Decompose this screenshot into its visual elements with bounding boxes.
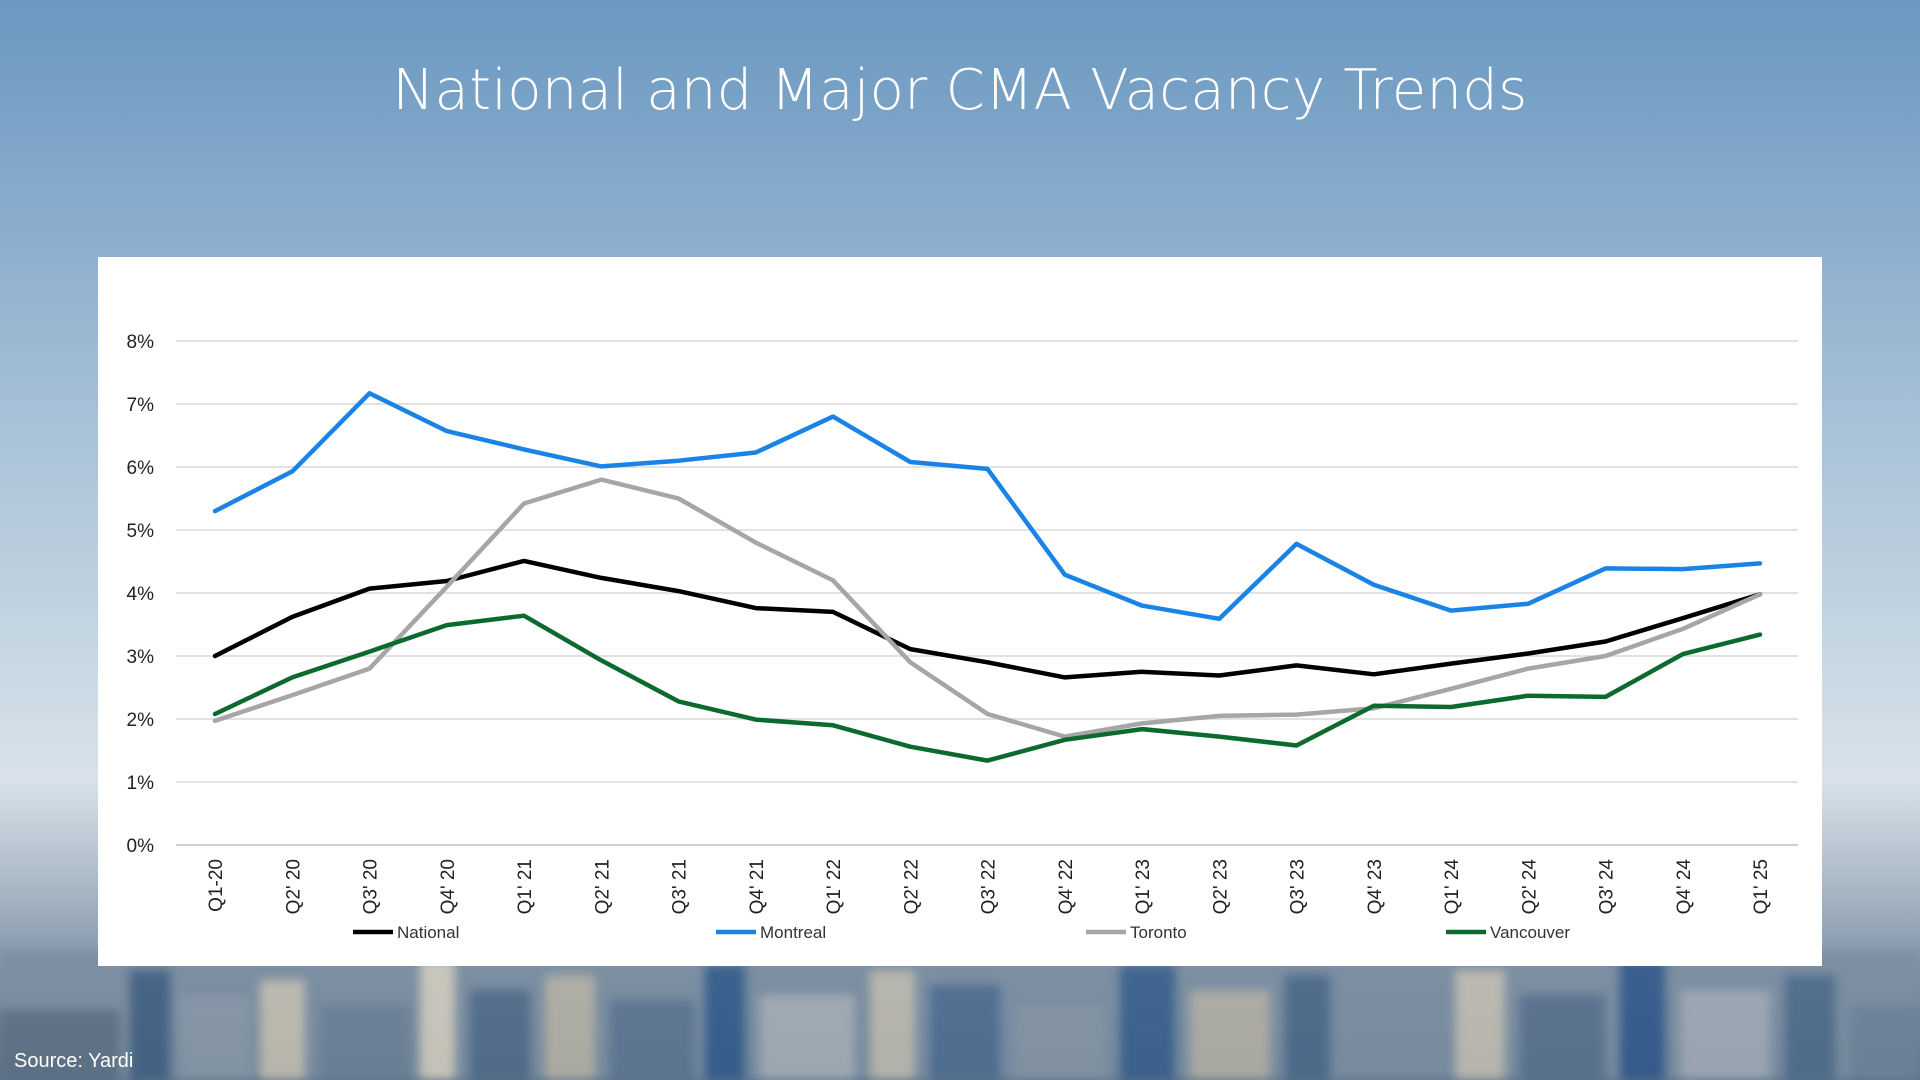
x-tick-label: Q2' 24	[1519, 859, 1540, 915]
x-tick-label: Q2' 21	[592, 859, 613, 914]
y-tick-label: 4%	[127, 584, 155, 605]
source-note: Source: Yardi	[14, 1050, 134, 1072]
x-tick-label: Q3' 20	[361, 859, 382, 914]
y-tick-label: 7%	[127, 395, 155, 416]
x-tick-label: Q3' 22	[979, 859, 1000, 914]
x-tick-label: Q1-20	[206, 859, 227, 912]
x-tick-label: Q2' 22	[901, 859, 922, 914]
series-line-montreal	[212, 391, 1763, 622]
x-tick-label: Q2' 20	[283, 859, 304, 914]
legend-label-montreal: Montreal	[760, 923, 826, 942]
x-tick-label: Q1' 25	[1751, 859, 1772, 914]
x-tick-label: Q4' 24	[1674, 859, 1695, 915]
x-tick-label: Q3' 23	[1288, 859, 1309, 914]
x-tick-label: Q3' 24	[1597, 859, 1618, 915]
legend-label-toronto: Toronto	[1130, 923, 1187, 942]
x-tick-label: Q1' 24	[1442, 859, 1463, 915]
x-tick-label: Q1' 21	[515, 859, 536, 914]
legend-label-vancouver: Vancouver	[1490, 923, 1570, 942]
slide-title: National and Major CMA Vacancy Trends	[392, 58, 1528, 123]
series-line-toronto	[212, 477, 1763, 739]
chart-panel: 0% 1% 2% 3% 4% 5% 6% 7% 8% Q1-20 Q2' 20 Q3' 20 Q4' 2…	[98, 257, 1822, 966]
legend-label-national: National	[397, 923, 459, 942]
x-tick-label: Q4' 22	[1056, 859, 1077, 914]
x-tick-label: Q4' 20	[438, 859, 459, 914]
y-tick-label: 2%	[127, 710, 155, 731]
x-tick-label: Q1' 22	[824, 859, 845, 914]
series-line-national	[212, 558, 1763, 680]
y-tick-label: 1%	[127, 773, 155, 794]
x-tick-label: Q4' 21	[747, 859, 768, 914]
y-tick-label: 0%	[127, 836, 155, 857]
y-tick-label: 5%	[127, 521, 155, 542]
x-tick-label: Q3' 21	[670, 859, 691, 914]
x-tick-label: Q1' 23	[1133, 859, 1154, 914]
series-line-vancouver	[212, 613, 1763, 763]
vacancy-line-chart: 0% 1% 2% 3% 4% 5% 6% 7% 8% Q1-20 Q2' 20 Q3' 20 Q4' 2…	[127, 332, 1798, 942]
city-skyline-background	[0, 950, 1920, 1080]
y-tick-label: 3%	[127, 647, 155, 668]
y-tick-label: 6%	[127, 458, 155, 479]
x-tick-label: Q2' 23	[1210, 859, 1231, 914]
y-tick-label: 8%	[127, 332, 155, 353]
x-tick-label: Q4' 23	[1365, 859, 1386, 914]
